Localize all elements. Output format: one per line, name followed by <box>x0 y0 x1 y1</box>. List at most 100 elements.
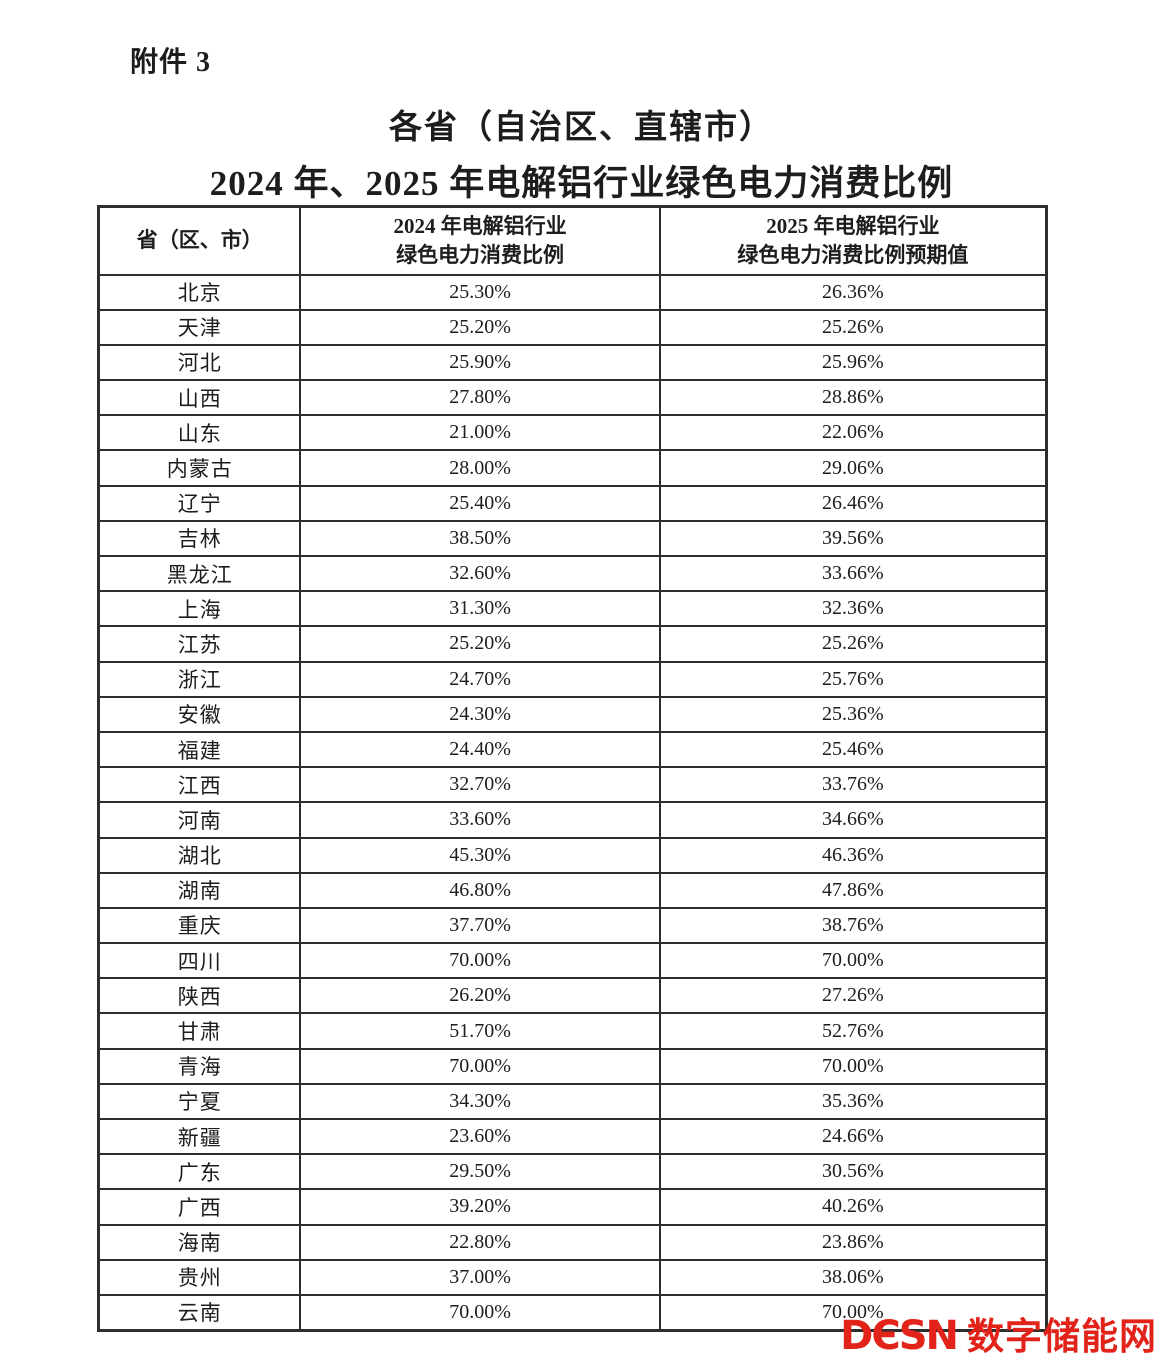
province-cell: 内蒙古 <box>97 449 302 487</box>
table-row: 河南 33.60% 34.66% <box>97 801 1048 839</box>
ratio-2025-cell: 35.36% <box>658 1082 1048 1121</box>
ratio-2024-cell: 70.00% <box>299 942 661 980</box>
table-header: 省（区、市） 2024 年电解铝行业 绿色电力消费比例 2025 年电解铝行业 … <box>97 205 1048 276</box>
province-cell: 浙江 <box>97 660 302 698</box>
province-cell: 辽宁 <box>97 484 302 522</box>
header-2025-line-2: 绿色电力消费比例预期值 <box>737 242 969 267</box>
province-cell: 福建 <box>97 730 302 769</box>
ratio-2024-cell: 46.80% <box>299 871 661 909</box>
ratio-2025-cell: 32.36% <box>658 590 1048 628</box>
table-row: 贵州 37.00% 38.06% <box>97 1258 1048 1296</box>
attachment-label: 附件 3 <box>130 47 212 78</box>
ratio-2024-cell: 25.90% <box>299 343 661 382</box>
header-row: 省（区、市） 2024 年电解铝行业 绿色电力消费比例 2025 年电解铝行业 … <box>97 205 1048 276</box>
ratio-2024-cell: 24.70% <box>299 660 661 698</box>
table-row: 广西 39.20% 40.26% <box>97 1188 1048 1226</box>
table-row: 海南 22.80% 23.86% <box>97 1223 1048 1261</box>
ratio-2025-cell: 70.00% <box>658 1293 1048 1332</box>
table-row: 湖北 45.30% 46.36% <box>97 836 1048 874</box>
ratio-2025-cell: 52.76% <box>658 1012 1048 1050</box>
ratio-2024-cell: 39.20% <box>299 1188 661 1226</box>
province-cell: 山东 <box>97 414 302 452</box>
table-row: 福建 24.40% 25.46% <box>97 730 1048 769</box>
province-cell: 青海 <box>97 1047 302 1085</box>
province-cell: 山西 <box>97 379 302 417</box>
province-cell: 湖南 <box>97 871 302 909</box>
ratio-2025-cell: 25.26% <box>658 625 1048 663</box>
province-cell: 河北 <box>97 343 302 382</box>
province-cell: 黑龙江 <box>97 554 302 593</box>
province-cell: 天津 <box>97 308 302 346</box>
ratio-2024-cell: 22.80% <box>299 1223 661 1261</box>
ratio-2024-cell: 23.60% <box>299 1117 661 1156</box>
table-row: 重庆 37.70% 38.76% <box>97 906 1048 945</box>
ratio-2024-cell: 29.50% <box>299 1153 661 1191</box>
ratio-2025-cell: 29.06% <box>658 449 1048 487</box>
ratio-2024-cell: 32.70% <box>299 766 661 804</box>
ratio-2024-cell: 37.00% <box>299 1258 661 1296</box>
province-cell: 宁夏 <box>97 1082 302 1121</box>
ratio-2025-cell: 25.36% <box>658 695 1048 733</box>
ratio-2024-cell: 28.00% <box>299 449 661 487</box>
ratio-2025-cell: 46.36% <box>658 836 1048 874</box>
table-row: 北京 25.30% 26.36% <box>97 273 1048 311</box>
ratio-2025-cell: 23.86% <box>658 1223 1048 1261</box>
ratio-2024-cell: 70.00% <box>299 1293 661 1332</box>
province-cell: 北京 <box>97 273 302 311</box>
table-body: 北京 25.30% 26.36% 天津 25.20% 25.26% 河北 25.90% 25.9… <box>97 273 1048 1332</box>
ratio-2025-cell: 38.06% <box>658 1258 1048 1296</box>
ratio-2025-cell: 47.86% <box>658 871 1048 909</box>
table-row: 新疆 23.60% 24.66% <box>97 1117 1048 1156</box>
province-cell: 重庆 <box>97 906 302 945</box>
ratio-2024-cell: 34.30% <box>299 1082 661 1121</box>
ratio-2025-cell: 70.00% <box>658 1047 1048 1085</box>
table-row: 江苏 25.20% 25.26% <box>97 625 1048 663</box>
province-cell: 新疆 <box>97 1117 302 1156</box>
ratio-2024-cell: 26.20% <box>299 977 661 1015</box>
ratio-2024-cell: 33.60% <box>299 801 661 839</box>
table-row: 山西 27.80% 28.86% <box>97 379 1048 417</box>
table-row: 江西 32.70% 33.76% <box>97 766 1048 804</box>
ratio-2025-cell: 40.26% <box>658 1188 1048 1226</box>
ratio-2025-cell: 25.26% <box>658 308 1048 346</box>
table-row: 河北 25.90% 25.96% <box>97 343 1048 382</box>
ratio-2025-cell: 28.86% <box>658 379 1048 417</box>
header-province: 省（区、市） <box>97 205 302 276</box>
ratio-2024-cell: 25.20% <box>299 308 661 346</box>
ratio-2024-cell: 32.60% <box>299 554 661 593</box>
header-2024-line-2: 绿色电力消费比例 <box>396 242 565 267</box>
table-row: 安徽 24.30% 25.36% <box>97 695 1048 733</box>
table-row: 甘肃 51.70% 52.76% <box>97 1012 1048 1050</box>
province-cell: 陕西 <box>97 977 302 1015</box>
ratio-2025-cell: 25.76% <box>658 660 1048 698</box>
table-row: 陕西 26.20% 27.26% <box>97 977 1048 1015</box>
ratio-2024-cell: 45.30% <box>299 836 661 874</box>
province-cell: 云南 <box>97 1293 302 1332</box>
province-cell: 吉林 <box>97 519 302 558</box>
header-2025-ratio: 2025 年电解铝行业 绿色电力消费比例预期值 <box>658 205 1048 276</box>
ratio-2025-cell: 26.46% <box>658 484 1048 522</box>
province-cell: 甘肃 <box>97 1012 302 1050</box>
province-cell: 江苏 <box>97 625 302 663</box>
table-row: 辽宁 25.40% 26.46% <box>97 484 1048 522</box>
province-cell: 安徽 <box>97 695 302 733</box>
ratio-2025-cell: 24.66% <box>658 1117 1048 1156</box>
table-row: 山东 21.00% 22.06% <box>97 414 1048 452</box>
province-cell: 湖北 <box>97 836 302 874</box>
ratio-2024-cell: 31.30% <box>299 590 661 628</box>
table-row: 四川 70.00% 70.00% <box>97 942 1048 980</box>
table-row: 上海 31.30% 32.36% <box>97 590 1048 628</box>
ratio-2024-cell: 24.30% <box>299 695 661 733</box>
ratio-2024-cell: 51.70% <box>299 1012 661 1050</box>
ratio-2025-cell: 27.26% <box>658 977 1048 1015</box>
ratio-2025-cell: 70.00% <box>658 942 1048 980</box>
table-row: 湖南 46.80% 47.86% <box>97 871 1048 909</box>
ratio-2025-cell: 26.36% <box>658 273 1048 311</box>
province-cell: 河南 <box>97 801 302 839</box>
ratio-2025-cell: 25.96% <box>658 343 1048 382</box>
province-cell: 广东 <box>97 1153 302 1191</box>
table-row: 青海 70.00% 70.00% <box>97 1047 1048 1085</box>
table-row: 天津 25.20% 25.26% <box>97 308 1048 346</box>
ratio-2024-cell: 38.50% <box>299 519 661 558</box>
